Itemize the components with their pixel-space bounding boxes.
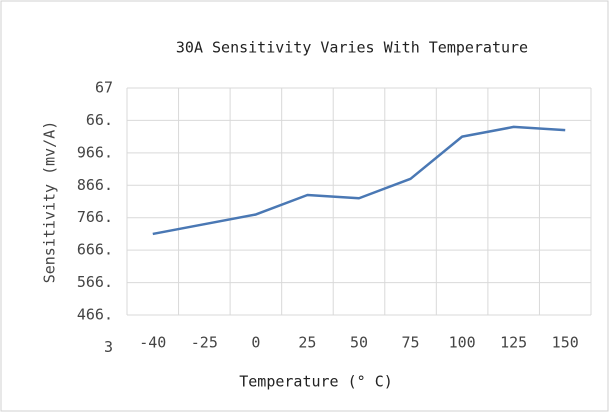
x-tick-label: -40 bbox=[139, 334, 166, 352]
x-tick-label: 125 bbox=[500, 334, 527, 352]
x-tick-label: 75 bbox=[402, 334, 420, 352]
x-tick-label: -25 bbox=[191, 334, 218, 352]
x-tick-label: 0 bbox=[251, 334, 260, 352]
x-tick-label: 100 bbox=[449, 334, 476, 352]
chart-title: 30A Sensitivity Varies With Temperature bbox=[176, 39, 528, 57]
y-tick-label: 566. bbox=[77, 273, 113, 291]
y-tick-label: 67 bbox=[95, 79, 113, 97]
y-tick-label: 3 bbox=[104, 338, 113, 356]
y-tick-label: 966. bbox=[77, 143, 113, 161]
y-axis-label: Sensitivity (mv/A) bbox=[41, 121, 59, 284]
x-axis-label: Temperature (° C) bbox=[239, 373, 393, 391]
x-tick-label: 25 bbox=[298, 334, 316, 352]
x-tick-label: 150 bbox=[552, 334, 579, 352]
y-tick-label: 666. bbox=[77, 241, 113, 259]
y-tick-label: 766. bbox=[77, 208, 113, 226]
y-tick-label: 866. bbox=[77, 176, 113, 194]
y-tick-label: 66. bbox=[86, 111, 113, 129]
y-tick-label: 466. bbox=[77, 306, 113, 324]
data-line bbox=[152, 125, 566, 236]
x-tick-label: 50 bbox=[350, 334, 368, 352]
